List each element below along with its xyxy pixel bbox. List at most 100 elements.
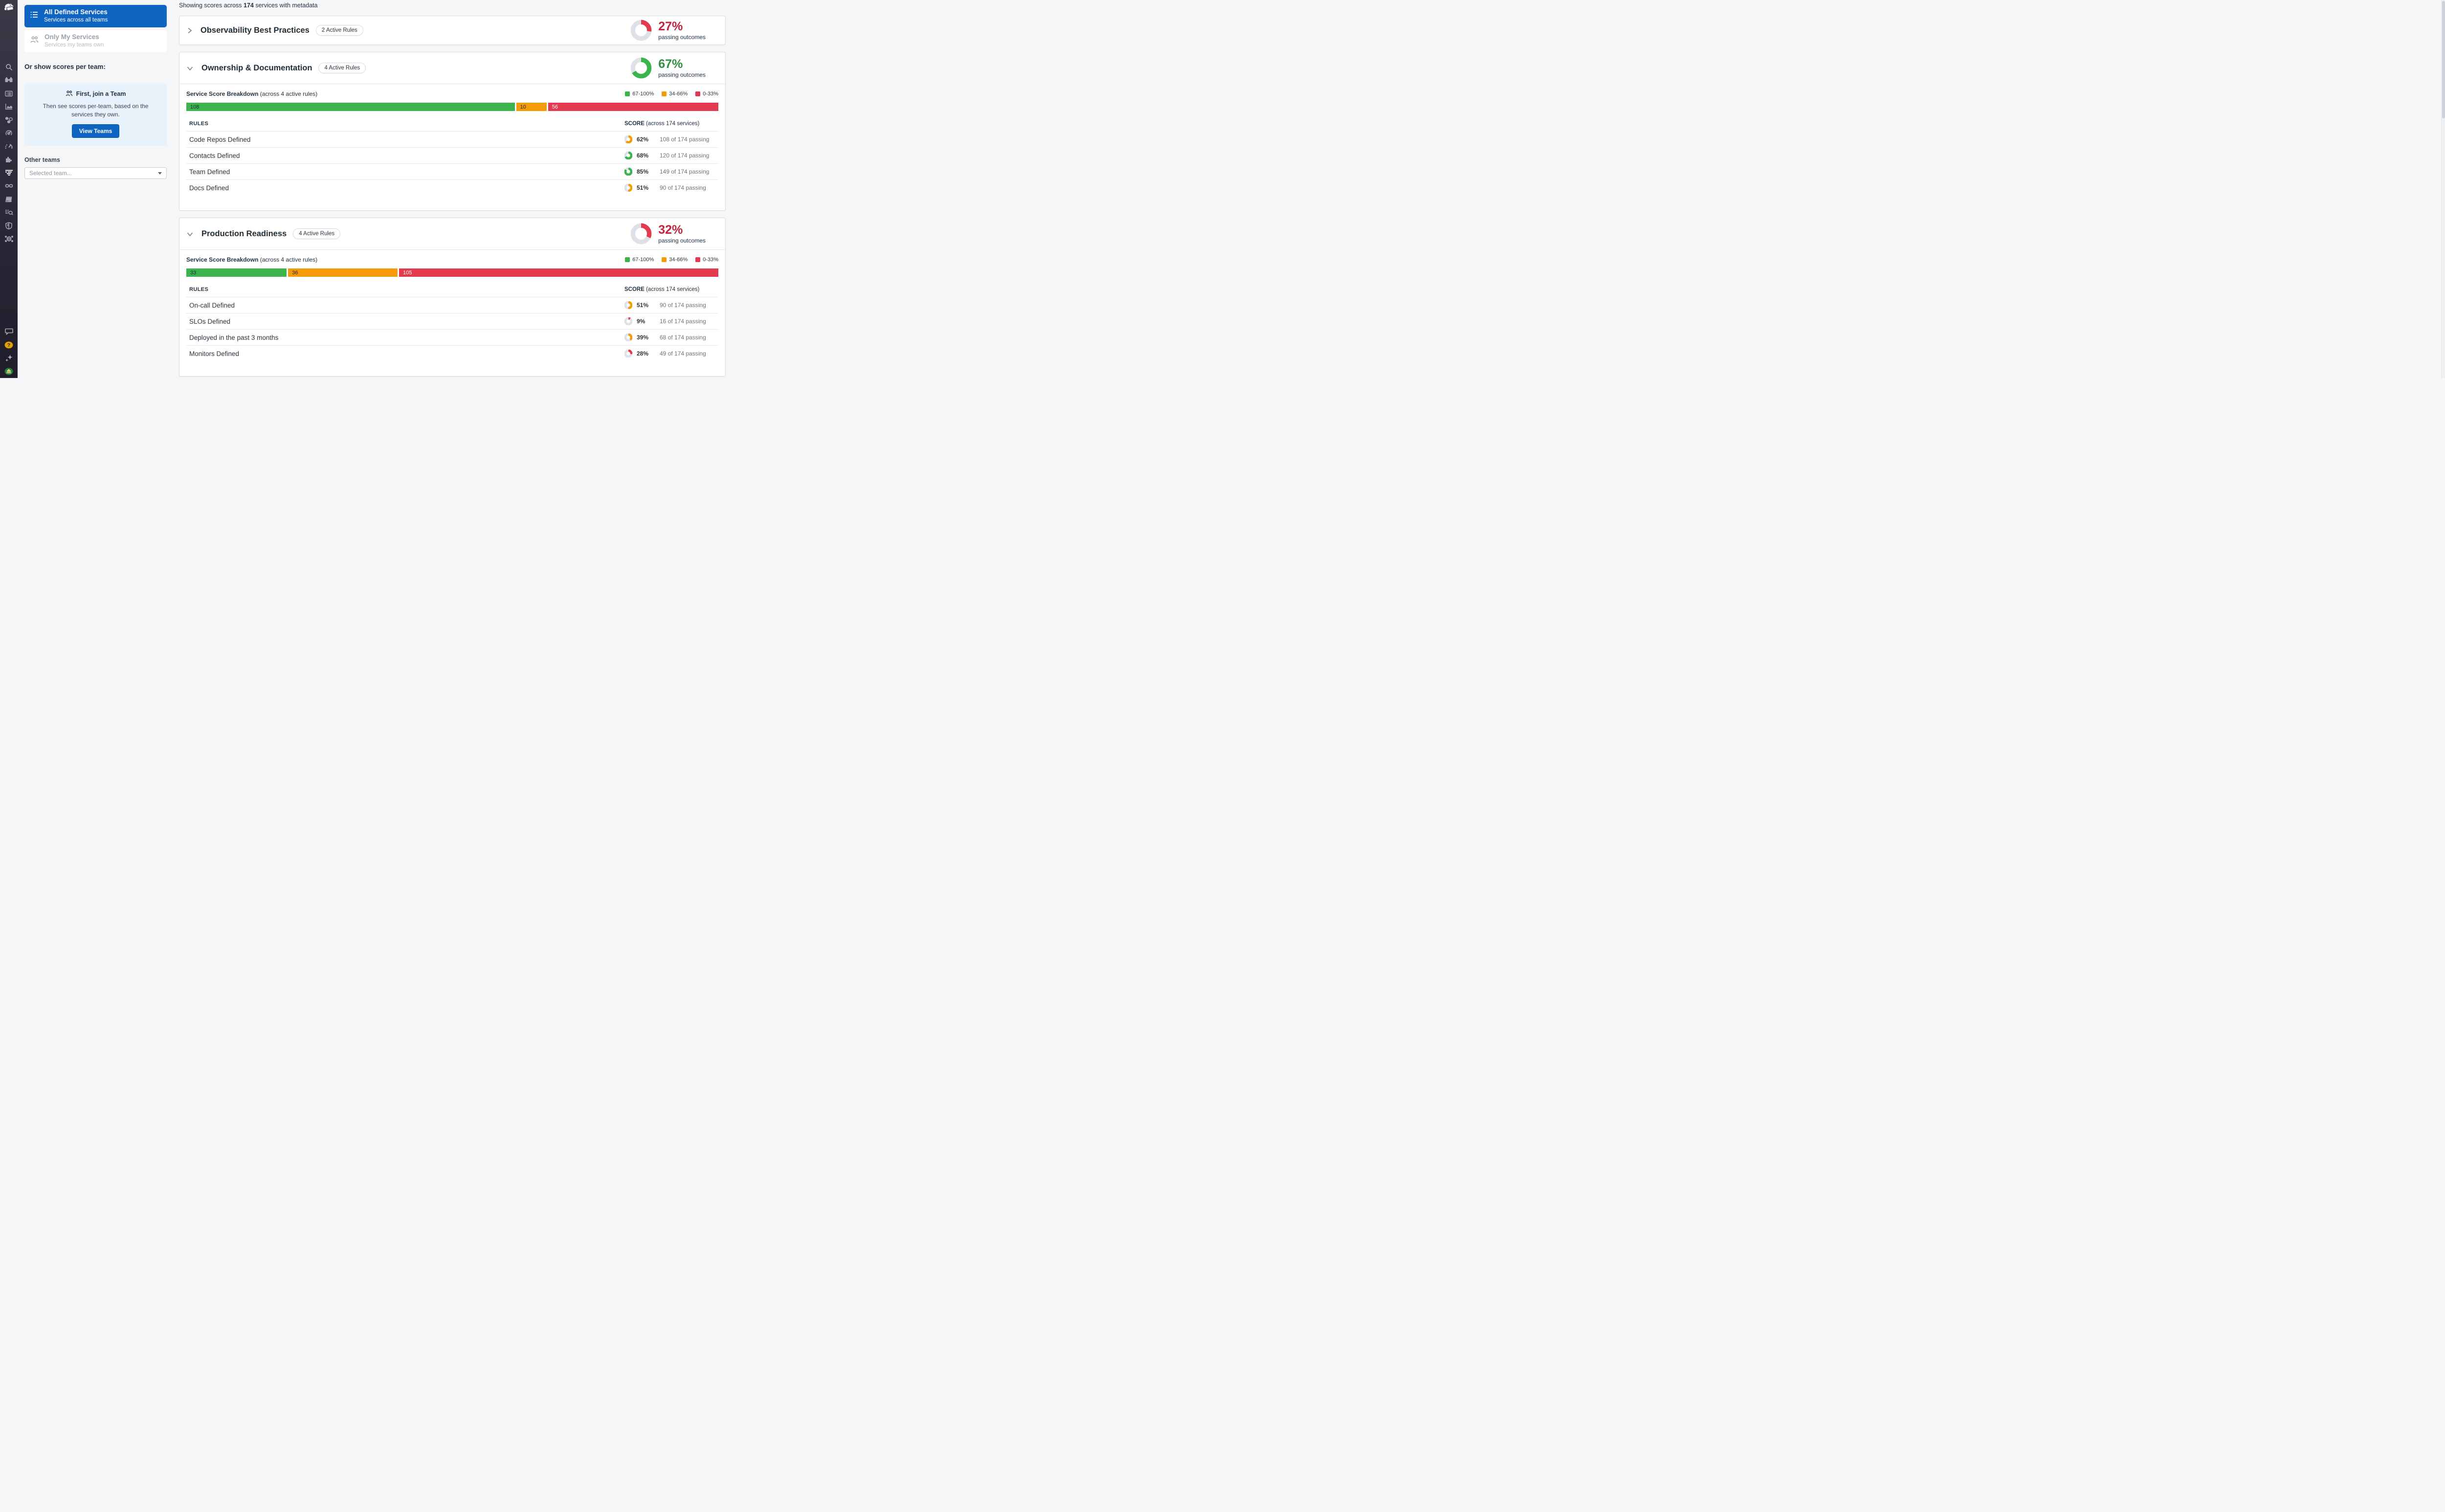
table-row[interactable]: Code Repos Defined 62% 108 of 174 passing — [186, 131, 718, 147]
score-percent: 32% — [658, 222, 683, 237]
score-breakdown-bar: 33 36 105 — [186, 268, 719, 277]
score-donut — [630, 223, 652, 245]
legend-swatch-orange — [662, 91, 667, 96]
view-teams-button[interactable]: View Teams — [71, 124, 120, 138]
people-icon — [66, 90, 73, 98]
category-card-ownership: Ownership & Documentation 4 Active Rules… — [179, 52, 726, 211]
log-search-icon[interactable] — [4, 208, 13, 216]
other-teams-label: Other teams — [24, 156, 60, 164]
monitors-gauge-icon[interactable] — [4, 142, 13, 150]
service-scorecards-icon[interactable] — [4, 169, 13, 177]
showing-summary: Showing scores across 174 services with … — [179, 2, 318, 9]
infrastructure-hexagons-icon[interactable] — [4, 116, 13, 124]
bar-segment-green: 33 — [186, 268, 287, 277]
chevron-right-icon[interactable] — [186, 27, 193, 34]
table-row[interactable]: Team Defined 85% 149 of 174 passing — [186, 163, 718, 179]
service-score-breakdown: Service Score Breakdown (across 4 active… — [179, 250, 725, 277]
rules-table: RULES SCORE (across 174 services) On-cal… — [186, 287, 718, 363]
notebooks-book-icon[interactable] — [4, 195, 13, 203]
ci-pipelines-infinity-icon[interactable] — [4, 182, 13, 190]
search-icon[interactable] — [4, 63, 13, 71]
bar-segment-red: 56 — [548, 103, 718, 111]
rule-score-donut — [624, 168, 632, 176]
table-row[interactable]: On-call Defined 51% 90 of 174 passing — [186, 297, 718, 313]
legend-swatch-red — [695, 91, 701, 96]
score-breakdown-bar: 108 10 56 — [186, 103, 718, 111]
only-my-services-button[interactable]: Only My Services Services my teams own — [24, 29, 167, 52]
score-caption: passing outcomes — [658, 71, 706, 79]
active-rules-badge: 2 Active Rules — [315, 25, 363, 36]
chevron-down-icon — [158, 172, 162, 175]
all-defined-services-subtitle: Services across all teams — [44, 17, 108, 23]
rule-score-donut — [624, 334, 632, 341]
score-donut — [630, 20, 652, 41]
category-score-block: 32% passing outcomes — [630, 223, 718, 245]
metrics-icon[interactable] — [4, 103, 13, 111]
feedback-chat-icon[interactable] — [4, 328, 13, 335]
legend-swatch-green — [625, 91, 630, 96]
category-card-observability: Observability Best Practices 2 Active Ru… — [179, 16, 726, 45]
table-row[interactable]: Contacts Defined 68% 120 of 174 passing — [186, 147, 718, 163]
window-scrollbar[interactable] — [2441, 0, 2445, 378]
category-title: Observability Best Practices — [200, 25, 310, 35]
only-my-services-title: Only My Services — [44, 33, 99, 41]
bar-segment-orange: 10 — [516, 103, 547, 111]
rule-score-donut — [624, 152, 632, 159]
scorecards-main: Showing scores across 174 services with … — [173, 0, 735, 378]
dashboards-icon[interactable] — [4, 89, 13, 97]
category-title: Production Readiness — [201, 229, 287, 238]
chevron-down-icon[interactable] — [186, 231, 194, 237]
copilot-sparkles-icon[interactable] — [4, 354, 13, 362]
rules-table: RULES SCORE (across 174 services) Code R… — [186, 121, 718, 198]
score-percent: 67% — [658, 57, 683, 71]
apm-target-icon[interactable] — [4, 129, 13, 137]
rule-score-donut — [624, 301, 632, 309]
svg-text:?: ? — [7, 342, 10, 348]
category-title: Ownership & Documentation — [201, 63, 312, 72]
rule-score-donut — [624, 135, 632, 143]
score-percent: 27% — [658, 19, 683, 33]
category-score-block: 67% passing outcomes — [630, 57, 718, 79]
only-my-services-subtitle: Services my teams own — [44, 42, 104, 48]
active-rules-badge: 4 Active Rules — [293, 228, 341, 239]
rule-score-donut — [624, 350, 632, 357]
category-card-production-readiness: Production Readiness 4 Active Rules 32% … — [179, 218, 726, 377]
bar-segment-green: 108 — [186, 103, 515, 111]
per-team-heading: Or show scores per team: — [24, 63, 106, 70]
chevron-down-icon[interactable] — [186, 65, 194, 71]
security-shield-icon[interactable] — [4, 222, 13, 229]
integrations-puzzle-icon[interactable] — [4, 156, 13, 163]
category-score-block: 27% passing outcomes — [630, 20, 718, 41]
help-icon[interactable]: ? — [4, 341, 13, 349]
rule-score-donut — [624, 317, 632, 325]
score-caption: passing outcomes — [658, 34, 706, 41]
join-team-card: First, join a Team Then see scores per-t… — [24, 83, 167, 146]
team-select-placeholder: Selected team... — [29, 170, 72, 177]
score-caption: passing outcomes — [658, 237, 706, 245]
table-row[interactable]: SLOs Defined 9% 16 of 174 passing — [186, 313, 718, 329]
join-team-title: First, join a Team — [76, 90, 126, 98]
score-legend: 67-100% 34-66% 0-33% — [625, 257, 718, 263]
legend-swatch-green — [625, 257, 630, 262]
account-avatar-icon[interactable] — [4, 367, 13, 375]
left-panel: All Defined Services Services across all… — [18, 0, 173, 378]
network-globe-icon[interactable] — [4, 235, 13, 243]
all-defined-services-title: All Defined Services — [44, 8, 108, 16]
team-select[interactable]: Selected team... — [24, 167, 167, 179]
rule-score-donut — [624, 184, 632, 192]
join-team-body: Then see scores per-team, based on the s… — [43, 102, 149, 118]
scrollbar-thumb[interactable] — [2442, 1, 2445, 118]
table-row[interactable]: Monitors Defined 28% 49 of 174 passing — [186, 345, 718, 361]
list-icon — [30, 11, 38, 21]
all-defined-services-button[interactable]: All Defined Services Services across all… — [24, 5, 167, 27]
bar-segment-red: 105 — [399, 268, 719, 277]
app-sidebar: ? — [0, 0, 18, 378]
datadog-logo-icon[interactable] — [1, 2, 16, 15]
table-row[interactable]: Docs Defined 51% 90 of 174 passing — [186, 179, 718, 196]
watchdog-binoculars-icon[interactable] — [4, 76, 13, 84]
bar-segment-orange: 36 — [288, 268, 398, 277]
service-score-breakdown: Service Score Breakdown (across 4 active… — [179, 84, 725, 111]
active-rules-badge: 4 Active Rules — [318, 63, 366, 73]
table-row[interactable]: Deployed in the past 3 months 39% 68 of 1… — [186, 329, 718, 345]
legend-swatch-orange — [662, 257, 667, 262]
